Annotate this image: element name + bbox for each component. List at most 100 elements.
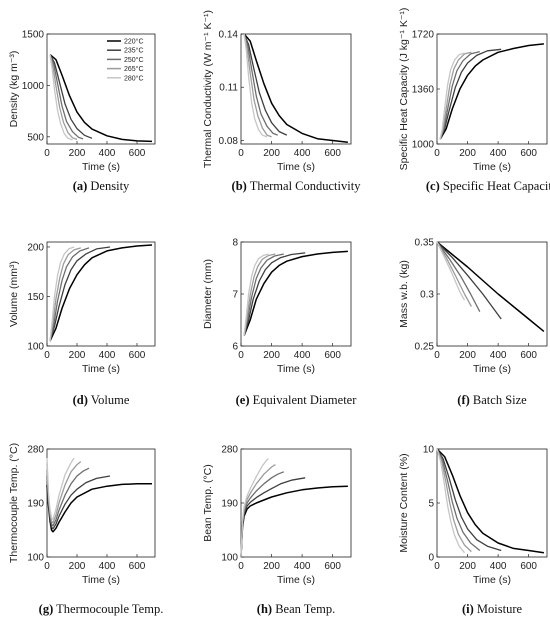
x-axis-label: Time (s) — [473, 363, 511, 375]
series-line — [436, 448, 472, 553]
x-tick-label: 200 — [69, 350, 86, 361]
plot-frame — [46, 448, 156, 558]
y-axis-label: Bean Temp. (°C) — [202, 464, 214, 542]
y-tick-label: 7 — [232, 290, 238, 301]
series-line — [46, 475, 111, 530]
caption-text: Thermal Conductivity — [247, 179, 361, 193]
series-line — [439, 51, 472, 140]
series-line — [243, 252, 306, 336]
series-line — [439, 50, 480, 140]
caption-letter: (c) — [426, 179, 440, 193]
caption-letter: (b) — [232, 179, 247, 193]
chart-f: 0 200 400 600 0.25 0.3 0.35 Time (s) Mass w.b. (… — [398, 238, 548, 407]
caption-text: Equivalent Diameter — [249, 393, 357, 407]
x-tick-label: 0 — [44, 148, 50, 159]
x-tick-label: 0 — [434, 148, 440, 159]
y-tick-label: 10 — [423, 445, 435, 456]
series-line — [243, 33, 288, 136]
x-tick-label: 0 — [238, 148, 244, 159]
y-tick-label: 0.25 — [415, 342, 435, 353]
series-line — [436, 241, 472, 307]
x-tick-label: 600 — [520, 148, 537, 159]
series-line — [243, 253, 276, 336]
x-tick-label: 0 — [44, 350, 50, 361]
caption-letter: (h) — [257, 602, 272, 616]
y-tick-label: 200 — [27, 242, 44, 253]
series-line — [49, 244, 153, 342]
series-line — [436, 448, 502, 552]
caption-text: Specific Heat Capacity — [440, 179, 550, 193]
caption: (h) Bean Temp. — [257, 602, 335, 616]
x-tick-label: 600 — [520, 350, 537, 361]
series-line — [49, 54, 93, 139]
y-tick-label: 0.3 — [420, 290, 434, 301]
x-tick-label: 200 — [69, 561, 86, 572]
legend-label: 280°C — [124, 74, 144, 82]
x-tick-label: 600 — [129, 350, 146, 361]
series-line — [436, 448, 481, 552]
chart-b: 0 200 400 600 0.08 0.11 0.14 Time (s) Thermal Co… — [202, 10, 361, 193]
y-tick-label: 280 — [221, 445, 238, 456]
y-axis-label: Thermocouple Temp. (°C) — [8, 443, 20, 563]
series-line — [49, 246, 75, 342]
series-line — [436, 241, 502, 320]
series-line — [46, 457, 75, 520]
x-tick-label: 400 — [490, 561, 507, 572]
x-axis-label: Time (s) — [277, 363, 315, 375]
chart-h: 0 200 400 600 100 190 280 Time (s) Bean Temp. (°… — [202, 445, 352, 616]
series-line — [243, 33, 268, 138]
x-tick-label: 200 — [459, 350, 476, 361]
y-axis-label: Moisture Content (%) — [398, 453, 410, 552]
series-line — [436, 241, 466, 301]
y-tick-label: 1500 — [22, 30, 45, 41]
caption: (a) Density — [73, 179, 130, 193]
y-tick-label: 100 — [27, 342, 44, 353]
series-line — [439, 52, 465, 140]
x-tick-label: 0 — [434, 350, 440, 361]
x-tick-label: 0 — [44, 561, 50, 572]
series-line — [49, 54, 84, 140]
x-tick-label: 200 — [459, 148, 476, 159]
caption-letter: (i) — [462, 602, 474, 616]
caption-text: Bean Temp. — [272, 602, 335, 616]
caption-text: Moisture — [474, 602, 523, 616]
caption: (e) Equivalent Diameter — [236, 393, 358, 407]
y-axis-label: Density (kg m⁻³) — [8, 51, 20, 128]
y-tick-label: 0 — [428, 553, 434, 564]
series-line — [243, 253, 284, 336]
y-axis-label: Mass w.b. (kg) — [398, 260, 410, 328]
series-line — [49, 54, 153, 143]
caption: (c) Specific Heat Capacity — [426, 179, 550, 193]
x-tick-label: 200 — [263, 350, 280, 361]
x-tick-label: 400 — [99, 350, 116, 361]
series-line — [436, 448, 466, 554]
series-line — [436, 241, 545, 332]
chart-c: 0 200 400 600 1000 1360 1720 Time (s) Specific H… — [398, 8, 550, 193]
series-line — [243, 250, 348, 336]
x-tick-label: 400 — [294, 350, 311, 361]
legend-label: 250°C — [124, 56, 144, 64]
chart-a: 0 200 400 600 500 1000 1500 Time (s) Density (kg… — [8, 30, 156, 193]
x-tick-label: 400 — [99, 561, 116, 572]
y-tick-label: 100 — [27, 553, 44, 564]
caption-letter: (g) — [39, 602, 54, 616]
y-tick-label: 100 — [221, 553, 238, 564]
series-line — [436, 241, 481, 312]
series-line — [49, 54, 73, 141]
y-tick-label: 280 — [27, 445, 44, 456]
series-line — [243, 33, 278, 136]
y-axis-label: Diameter (mm) — [202, 259, 214, 329]
series-line — [240, 477, 306, 558]
plot-frame — [240, 241, 352, 347]
y-tick-label: 190 — [221, 499, 238, 510]
caption-letter: (f) — [457, 393, 470, 407]
plot-frame — [46, 241, 156, 347]
series-line — [49, 247, 90, 342]
series-line — [439, 43, 544, 140]
series-line — [243, 33, 348, 143]
plot-frame — [46, 33, 156, 145]
y-axis-label: Thermal Conductivity (W m⁻¹ K⁻¹) — [202, 10, 214, 168]
legend-label: 235°C — [124, 47, 144, 55]
y-axis-label: Volume (mm³) — [8, 261, 20, 327]
